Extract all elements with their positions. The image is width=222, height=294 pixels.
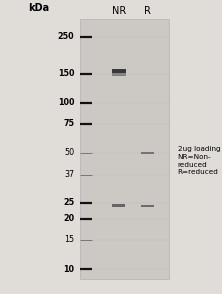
Text: 20: 20 [63, 215, 74, 223]
Bar [80, 19, 169, 279]
Text: kDa: kDa [28, 3, 50, 13]
Bar [111, 69, 126, 73]
Text: NR: NR [112, 6, 126, 16]
Bar [141, 151, 154, 154]
Text: R: R [144, 6, 151, 16]
Text: 10: 10 [63, 265, 74, 273]
Text: 25: 25 [63, 198, 74, 207]
Text: 50: 50 [64, 148, 74, 157]
Text: 100: 100 [58, 98, 74, 107]
Text: 2ug loading
NR=Non-
reduced
R=reduced: 2ug loading NR=Non- reduced R=reduced [178, 146, 220, 175]
Text: 75: 75 [63, 119, 74, 128]
Text: 37: 37 [64, 170, 74, 179]
Text: 250: 250 [58, 32, 74, 41]
Text: 15: 15 [64, 235, 74, 244]
Bar [112, 204, 125, 207]
Text: 150: 150 [58, 69, 74, 78]
Bar [111, 74, 126, 76]
Bar [141, 205, 154, 207]
